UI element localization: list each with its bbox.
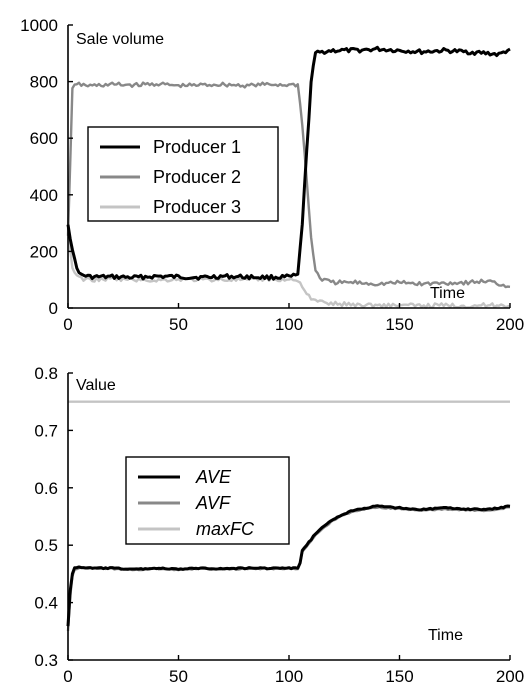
value-ylabel: Value	[76, 377, 116, 394]
value-legend-label: maxFC	[196, 519, 255, 539]
sale-volume-y-tick-label: 0	[49, 299, 58, 318]
sale-volume-series-line-producer-1	[66, 45, 511, 281]
sale-volume-x-tick-label: 50	[169, 315, 188, 334]
sale-volume-series-group	[66, 45, 511, 309]
sale-volume-axes: 0 50 100 150 200 0 200 400 600 800 1000	[20, 16, 524, 334]
value-series-group	[66, 400, 511, 631]
value-y-tick-label: 0.6	[34, 479, 58, 498]
sale-volume-series-line-producer-2	[66, 81, 511, 289]
value-legend: AVE AVF maxFC	[125, 456, 290, 545]
value-series-line-ave	[66, 504, 511, 627]
sale-volume-ylabel: Sale volume	[76, 31, 164, 48]
value-x-tick-label: 0	[63, 667, 72, 686]
value-axes: 0 50 100 150 200 0.3 0.4 0.5 0.6 0.7 0.8	[34, 364, 524, 686]
sale-volume-legend-label: Producer 3	[153, 197, 241, 217]
value-chart: 0 50 100 150 200 0.3 0.4 0.5 0.6 0.7 0.8 AVE AVF max…	[34, 364, 524, 686]
sale-volume-y-tick-label: 1000	[20, 16, 58, 35]
value-y-tick-label: 0.4	[34, 594, 58, 613]
sale-volume-legend-label: Producer 2	[153, 167, 241, 187]
value-y-tick-label: 0.8	[34, 364, 58, 383]
value-y-tick-label: 0.3	[34, 651, 58, 670]
value-y-tick-label: 0.7	[34, 421, 58, 440]
value-y-tick-label: 0.5	[34, 536, 58, 555]
sale-volume-x-tick-label: 100	[275, 315, 303, 334]
sale-volume-x-tick-label: 150	[385, 315, 413, 334]
value-x-tick-label: 200	[496, 667, 524, 686]
sale-volume-chart: 0 50 100 150 200 0 200 400 600 800 1000 Producer 1…	[20, 16, 524, 334]
value-x-tick-label: 150	[385, 667, 413, 686]
sale-volume-y-tick-label: 200	[30, 242, 58, 261]
value-xlabel: Time	[428, 627, 463, 644]
value-legend-label: AVE	[195, 467, 232, 487]
value-legend-label: AVF	[195, 493, 231, 513]
value-x-tick-label: 100	[275, 667, 303, 686]
sale-volume-y-tick-label: 400	[30, 186, 58, 205]
sale-volume-y-tick-label: 600	[30, 129, 58, 148]
sale-volume-xlabel: Time	[430, 285, 465, 302]
sale-volume-legend-label: Producer 1	[153, 137, 241, 157]
sale-volume-x-tick-label: 200	[496, 315, 524, 334]
sale-volume-legend-box	[87, 126, 279, 222]
sale-volume-x-tick-label: 0	[63, 315, 72, 334]
sale-volume-legend: Producer 1 Producer 2 Producer 3	[87, 126, 279, 222]
sale-volume-y-tick-label: 800	[30, 73, 58, 92]
value-x-tick-label: 50	[169, 667, 188, 686]
